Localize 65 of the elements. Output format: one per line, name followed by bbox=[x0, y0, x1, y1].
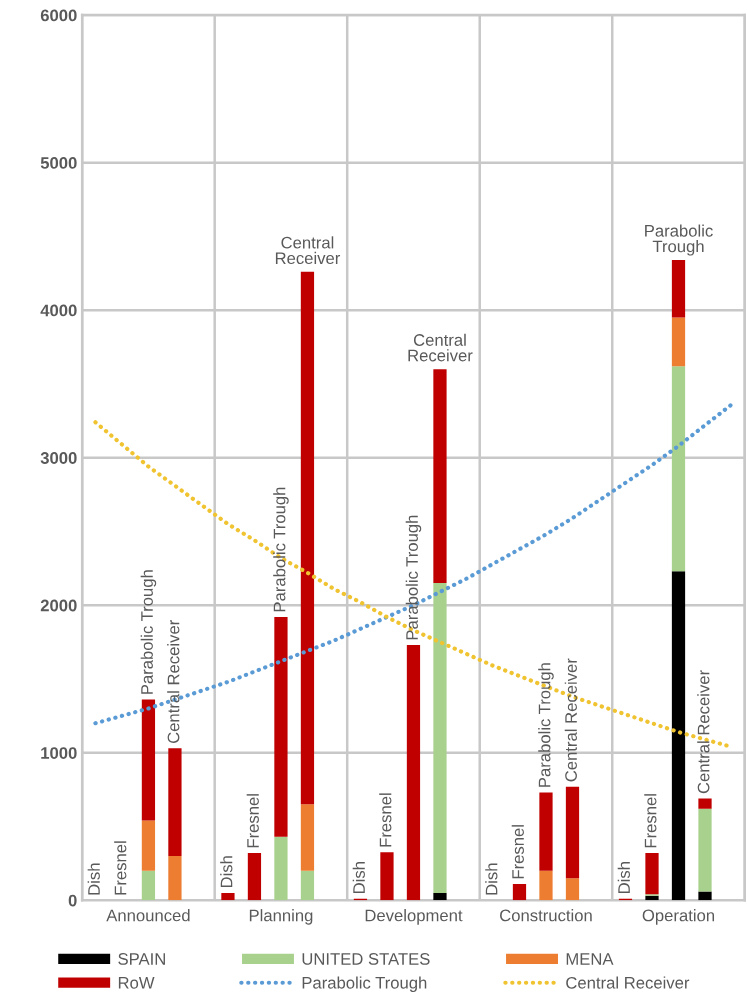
bar bbox=[698, 891, 712, 901]
bar bbox=[168, 748, 182, 856]
x-tick-label: Parabolic Trough bbox=[405, 515, 422, 640]
bar bbox=[671, 366, 686, 572]
bar bbox=[512, 884, 527, 901]
legend-label: MENA bbox=[566, 953, 614, 965]
bar bbox=[274, 617, 288, 837]
text: Construction bbox=[500, 909, 592, 922]
bar bbox=[565, 786, 580, 879]
bar bbox=[274, 836, 288, 901]
y-tick-label: 1000 bbox=[41, 747, 77, 759]
bar bbox=[300, 271, 315, 805]
x-tick-label: Dish bbox=[617, 862, 630, 893]
bar bbox=[671, 571, 686, 901]
x-tick-label: Dish bbox=[485, 863, 498, 895]
x-tick-label: Central Receiver bbox=[697, 670, 710, 794]
text: Operation bbox=[642, 909, 715, 925]
y-tick-label: 6000 bbox=[40, 9, 77, 22]
legend-label: Central Receiver bbox=[566, 976, 690, 989]
x-tick-label: Parabolic Trough bbox=[538, 663, 554, 787]
bar bbox=[539, 870, 553, 901]
text: Development bbox=[365, 909, 463, 925]
bar bbox=[565, 878, 580, 901]
bar bbox=[141, 870, 156, 901]
bar bbox=[433, 892, 447, 901]
x-tick-label: Parabolic Trough bbox=[140, 570, 157, 694]
text: Planning bbox=[249, 909, 313, 925]
bar bbox=[380, 852, 394, 901]
bar bbox=[300, 870, 315, 901]
bar bbox=[141, 699, 156, 821]
bar bbox=[433, 369, 447, 584]
x-tick-label: Dish bbox=[220, 856, 233, 888]
x-tick-label: Dish bbox=[87, 863, 100, 895]
bar bbox=[247, 853, 262, 901]
x-tick-label: Fresnel bbox=[644, 794, 657, 848]
text: Announced bbox=[106, 909, 190, 922]
bar bbox=[671, 317, 686, 367]
bar bbox=[168, 856, 182, 901]
legend-label: UNITED STATES bbox=[302, 953, 430, 965]
bar bbox=[671, 260, 686, 318]
y-tick-label: 0 bbox=[68, 894, 77, 907]
bar bbox=[645, 895, 659, 901]
x-tick-label: Fresnel bbox=[379, 793, 392, 847]
legend-label: RoW bbox=[118, 977, 155, 989]
y-tick-label: 3000 bbox=[40, 452, 77, 464]
bar bbox=[433, 583, 447, 893]
x-tick-label: Fresnel bbox=[246, 794, 259, 848]
bar bbox=[300, 804, 315, 871]
bar bbox=[539, 792, 553, 871]
legend-label: Parabolic Trough bbox=[302, 976, 427, 992]
legend-label: SPAIN bbox=[118, 953, 165, 965]
x-tick-label: Dish bbox=[352, 862, 365, 893]
x-tick-label: Fresnel bbox=[511, 825, 524, 879]
x-tick-label: Central Receiver bbox=[167, 620, 180, 744]
bar bbox=[141, 820, 156, 871]
bar bbox=[698, 798, 712, 809]
bar bbox=[406, 645, 421, 901]
bar bbox=[698, 808, 712, 892]
x-tick-label: Central Receiver bbox=[564, 658, 577, 782]
y-tick-label: 5000 bbox=[40, 157, 77, 169]
y-tick-label: 2000 bbox=[40, 599, 77, 612]
bar bbox=[221, 892, 235, 901]
y-tick-label: 4000 bbox=[40, 304, 77, 317]
x-tick-label: Fresnel bbox=[114, 841, 127, 895]
bar bbox=[645, 853, 659, 895]
